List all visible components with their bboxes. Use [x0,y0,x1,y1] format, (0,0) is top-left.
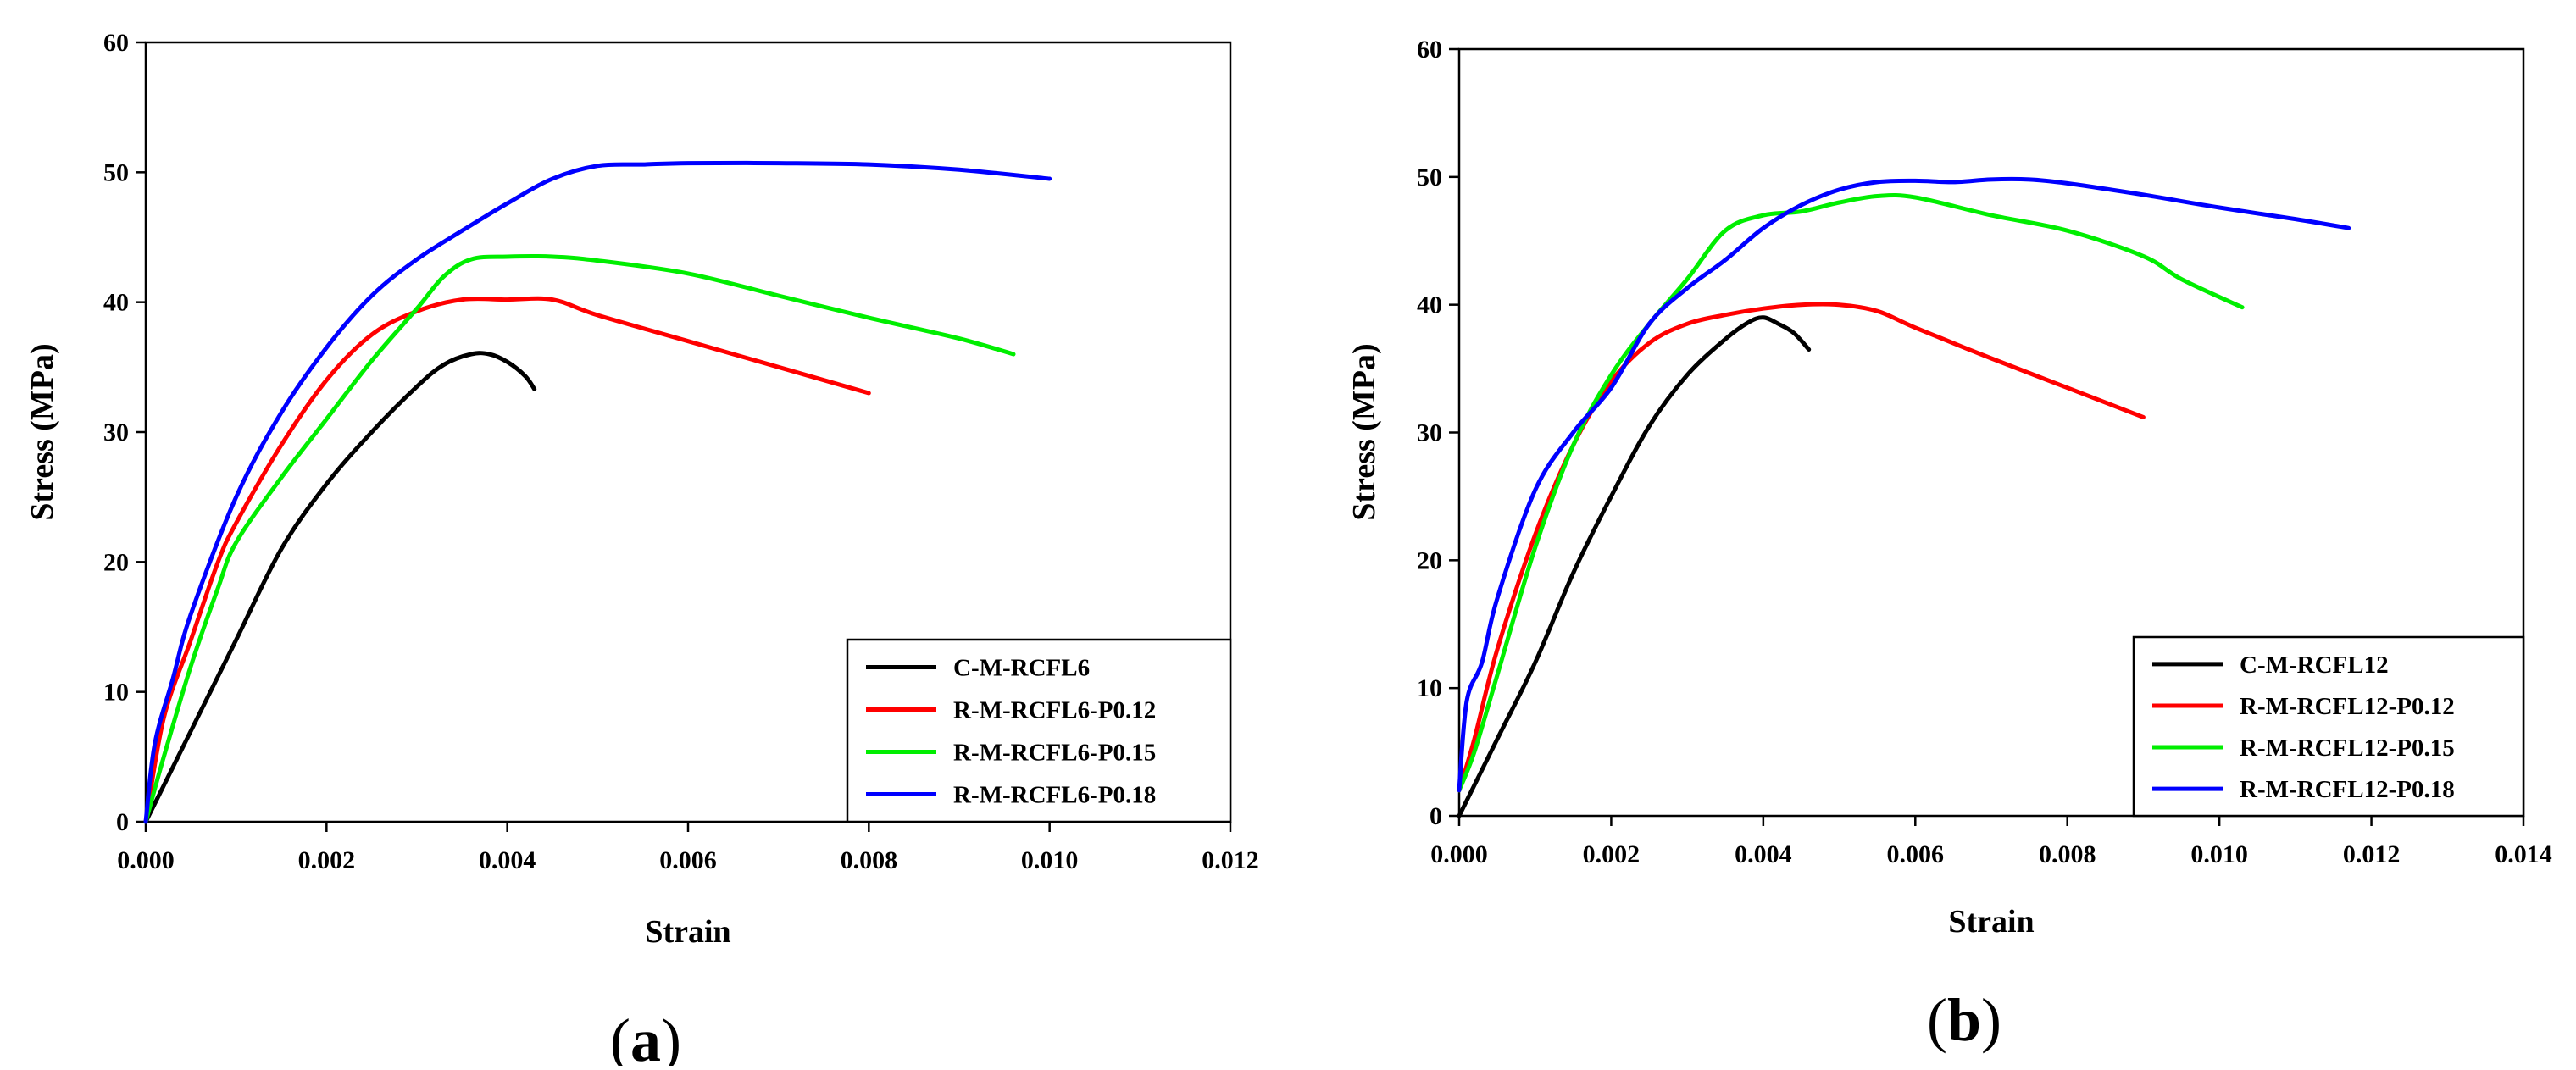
legend-label: C-M-RCFL6 [953,655,1090,682]
legend-label: R-M-RCFL12-P0.12 [2240,693,2455,720]
x-axis-title: Strain [645,914,730,950]
legend-label: R-M-RCFL6-P0.15 [953,740,1156,767]
y-tick-label: 10 [103,679,129,707]
y-tick-label: 60 [103,29,129,57]
x-tick-label: 0.004 [479,846,536,874]
panel-letter: a [630,1006,661,1066]
x-tick-label: 0.002 [1583,840,1641,868]
y-tick-label: 60 [1417,36,1442,64]
y-tick-label: 20 [103,548,129,576]
x-tick-label: 0.002 [298,846,356,874]
x-tick-label: 0.012 [2343,840,2401,868]
series-line-r-m-rcfl6-p0.12 [143,296,871,824]
x-tick-label: 0.008 [841,846,898,874]
y-axis-title: Stress (MPa) [1346,343,1382,520]
y-tick-label: 50 [1417,164,1442,191]
legend-label: R-M-RCFL6-P0.12 [953,697,1156,724]
x-axis-title: Strain [1948,904,2034,940]
x-tick-label: 0.000 [1430,840,1488,868]
series-line-c-m-rcfl6 [143,351,537,824]
y-tick-label: 0 [1430,802,1442,830]
legend-label: C-M-RCFL12 [2240,651,2389,679]
y-tick-label: 20 [1417,546,1442,574]
y-tick-label: 30 [103,419,129,446]
legend: C-M-RCFL6 R-M-RCFL6-P0.12 R-M-RCFL6-P0.15 R… [846,638,1232,823]
x-tick-label: 0.008 [2039,840,2096,868]
x-tick-label: 0.000 [117,846,175,874]
series-line-r-m-rcfl12-p0.15 [1457,192,2245,793]
x-tick-label: 0.014 [2495,840,2552,868]
x-tick-label: 0.010 [2190,840,2248,868]
x-tick-label: 0.004 [1735,840,1792,868]
legend-box [2132,635,2525,818]
legend-label: R-M-RCFL12-P0.18 [2240,776,2455,803]
x-tick-label: 0.010 [1021,846,1079,874]
panel-label-b: (b) [1927,986,2001,1054]
y-tick-label: 40 [103,289,129,317]
y-tick-label: 0 [116,808,129,836]
axis-ticks: 0.000 0.002 0.004 0.006 0.008 0.010 0.012 0.014… [1417,36,2552,868]
panel-label-a: (a) [610,1006,681,1066]
y-tick-label: 30 [1417,419,1442,447]
y-tick-label: 40 [1417,291,1442,319]
x-tick-label: 0.006 [1887,840,1945,868]
series-line-r-m-rcfl6-p0.18 [143,160,1052,824]
y-axis-title: Stress (MPa) [25,343,60,520]
y-tick-label: 10 [1417,674,1442,702]
legend: C-M-RCFL12 R-M-RCFL12-P0.12 R-M-RCFL12-P0.… [2132,635,2525,818]
series-line-r-m-rcfl12-p0.18 [1457,176,2351,793]
y-tick-label: 50 [103,158,129,186]
series-lines [143,160,1052,824]
axis-ticks: 0.000 0.002 0.004 0.006 0.008 0.010 0.012 0 10 20… [103,29,1259,874]
legend-box [846,638,1232,823]
x-tick-label: 0.006 [659,846,717,874]
series-line-c-m-rcfl12 [1457,315,1812,818]
panel-letter: b [1947,986,1981,1054]
legend-label: R-M-RCFL6-P0.18 [953,782,1156,809]
legend-label: R-M-RCFL12-P0.15 [2240,735,2455,762]
series-line-r-m-rcfl12-p0.12 [1457,302,2146,793]
series-lines [1457,176,2351,818]
chart-panel-a: 0.000 0.002 0.004 0.006 0.008 0.010 0.012 0 10 20… [25,29,1259,1070]
x-tick-label: 0.012 [1202,846,1259,874]
series-line-r-m-rcfl6-p0.15 [143,254,1016,824]
chart-panel-b: 0.000 0.002 0.004 0.006 0.008 0.010 0.012 0.014… [1346,36,2552,1054]
